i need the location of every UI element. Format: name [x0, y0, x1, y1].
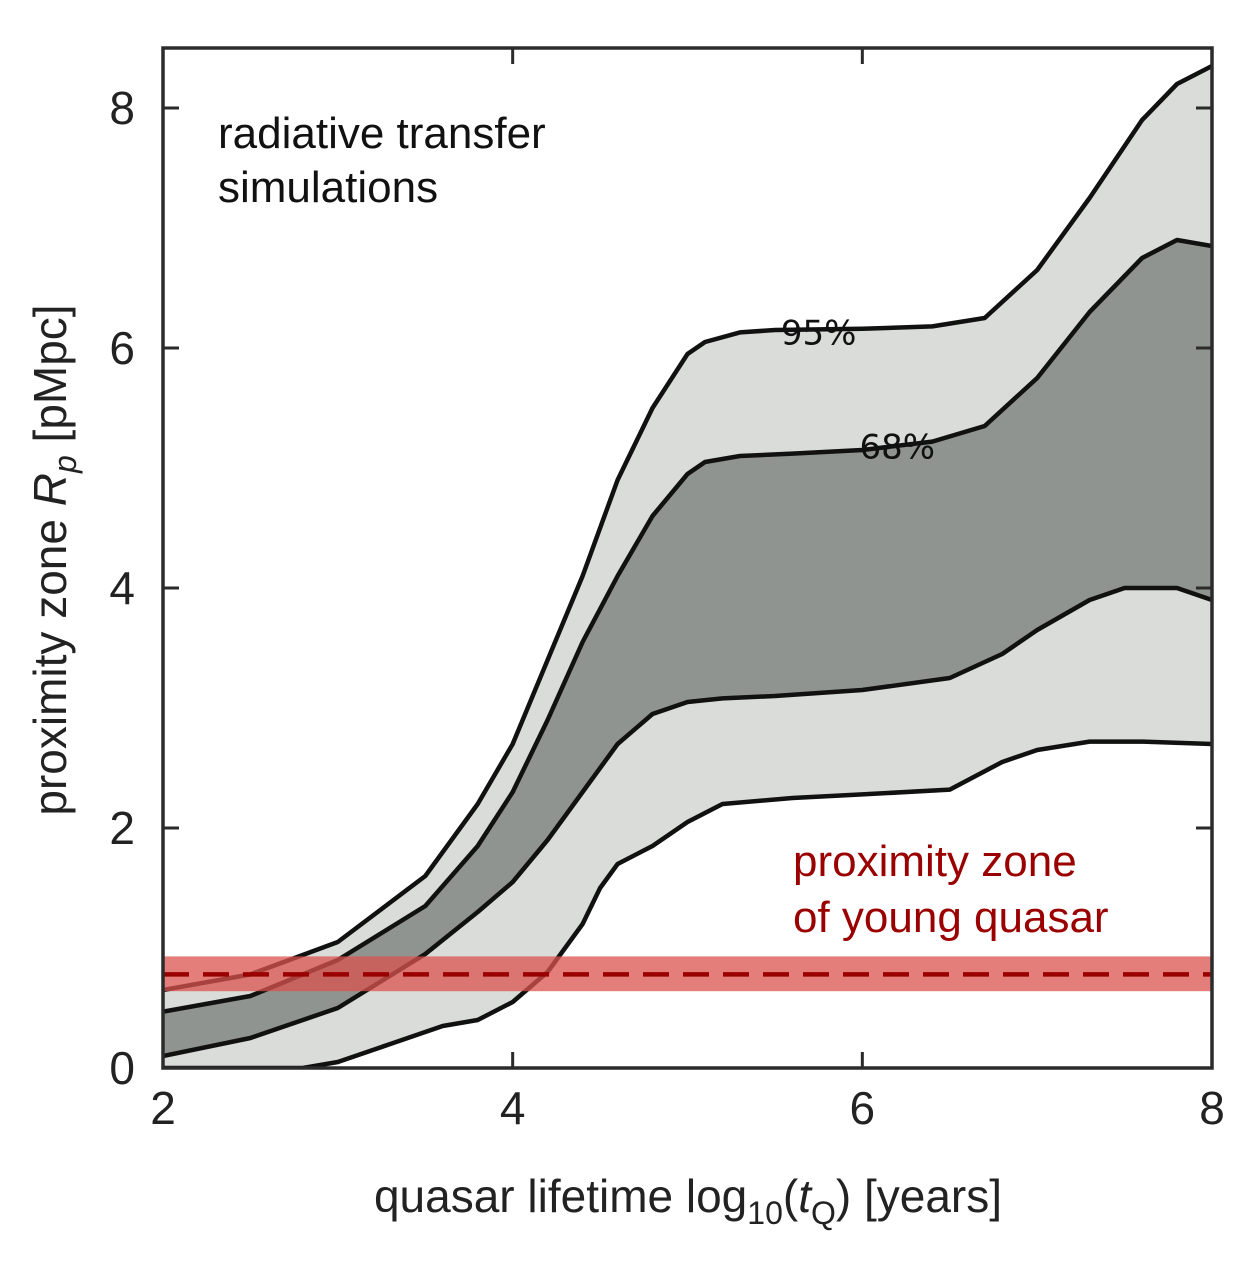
- y-axis-title: proximity zone Rp [pMpc]: [24, 304, 83, 815]
- contour-line-95-lower: [163, 739, 1212, 1068]
- y-tick-label-8: 8: [109, 82, 135, 134]
- simulation-annotation-line1: radiative transfer: [218, 109, 546, 158]
- y-tick-label-0: 0: [109, 1042, 135, 1094]
- plot-frame: [161, 46, 1214, 1070]
- young-quasar-label-line2: of young quasar: [793, 893, 1109, 942]
- y-tick-label-4: 4: [109, 562, 135, 614]
- x-tick-label-8: 8: [1199, 1082, 1225, 1134]
- y-tick-label-2: 2: [109, 802, 135, 854]
- y-tick-label-6: 6: [109, 322, 135, 374]
- x-axis-title: quasar lifetime log10(tQ) [years]: [374, 1170, 1002, 1231]
- contour-line-95-upper: [163, 63, 1212, 993]
- x-tick-label-6: 6: [850, 1082, 876, 1134]
- simulation-annotation-line2: simulations: [218, 163, 438, 212]
- contour-line-68-upper: [163, 237, 1212, 1014]
- x-tick-label-2: 2: [150, 1082, 176, 1134]
- x-tick-label-4: 4: [500, 1082, 526, 1134]
- contour-line-68-lower: [163, 585, 1212, 1059]
- contour-label-95: 95%: [781, 313, 857, 353]
- contour-label-68: 68%: [860, 427, 936, 467]
- band-68-percent: [163, 240, 1212, 1056]
- young-quasar-label-line1: proximity zone: [793, 837, 1077, 886]
